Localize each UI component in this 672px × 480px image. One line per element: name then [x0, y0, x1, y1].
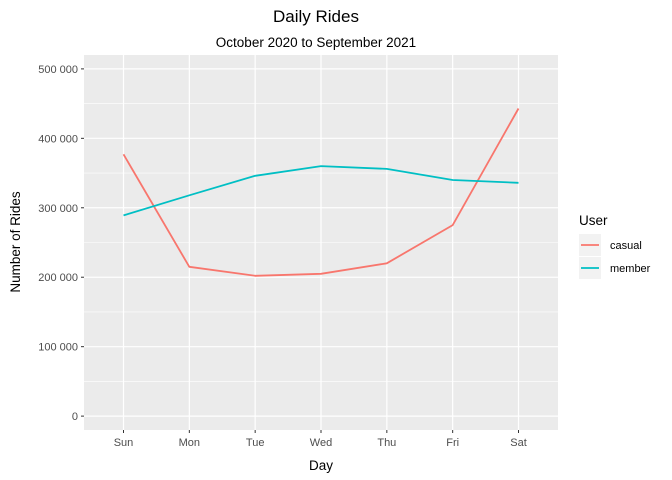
x-tick-label: Wed [310, 437, 332, 449]
y-tick-label: 400 000 [38, 133, 78, 145]
y-tick-label: 200 000 [38, 272, 78, 284]
y-tick-label: 300 000 [38, 203, 78, 215]
x-tick-label: Fri [446, 437, 459, 449]
grid-lines [84, 55, 558, 430]
y-tick-label: 500 000 [38, 64, 78, 76]
chart-subtitle: October 2020 to September 2021 [216, 35, 416, 50]
legend-title: User [579, 213, 608, 228]
legend: User casual member [579, 213, 651, 279]
legend-label-member: member [610, 263, 651, 275]
x-axis-title: Day [309, 458, 333, 473]
x-tick-label: Tue [246, 437, 265, 449]
y-axis: 0 100 000 200 000 300 000 400 000 500 000 [38, 64, 84, 423]
x-axis: Sun Mon Tue Wed Thu Fri Sat [114, 430, 527, 449]
series-line-member [123, 165, 519, 217]
legend-label-casual: casual [610, 240, 642, 252]
y-axis-title: Number of Rides [8, 191, 23, 293]
chart-title: Daily Rides [273, 7, 359, 26]
x-tick-label: Thu [377, 437, 396, 449]
x-tick-label: Sat [510, 437, 527, 449]
y-tick-label: 0 [72, 411, 78, 423]
y-tick-label: 100 000 [38, 342, 78, 354]
series-line-casual [122, 108, 520, 277]
x-tick-label: Mon [179, 437, 200, 449]
x-tick-label: Sun [114, 437, 134, 449]
series-lines [122, 108, 520, 277]
